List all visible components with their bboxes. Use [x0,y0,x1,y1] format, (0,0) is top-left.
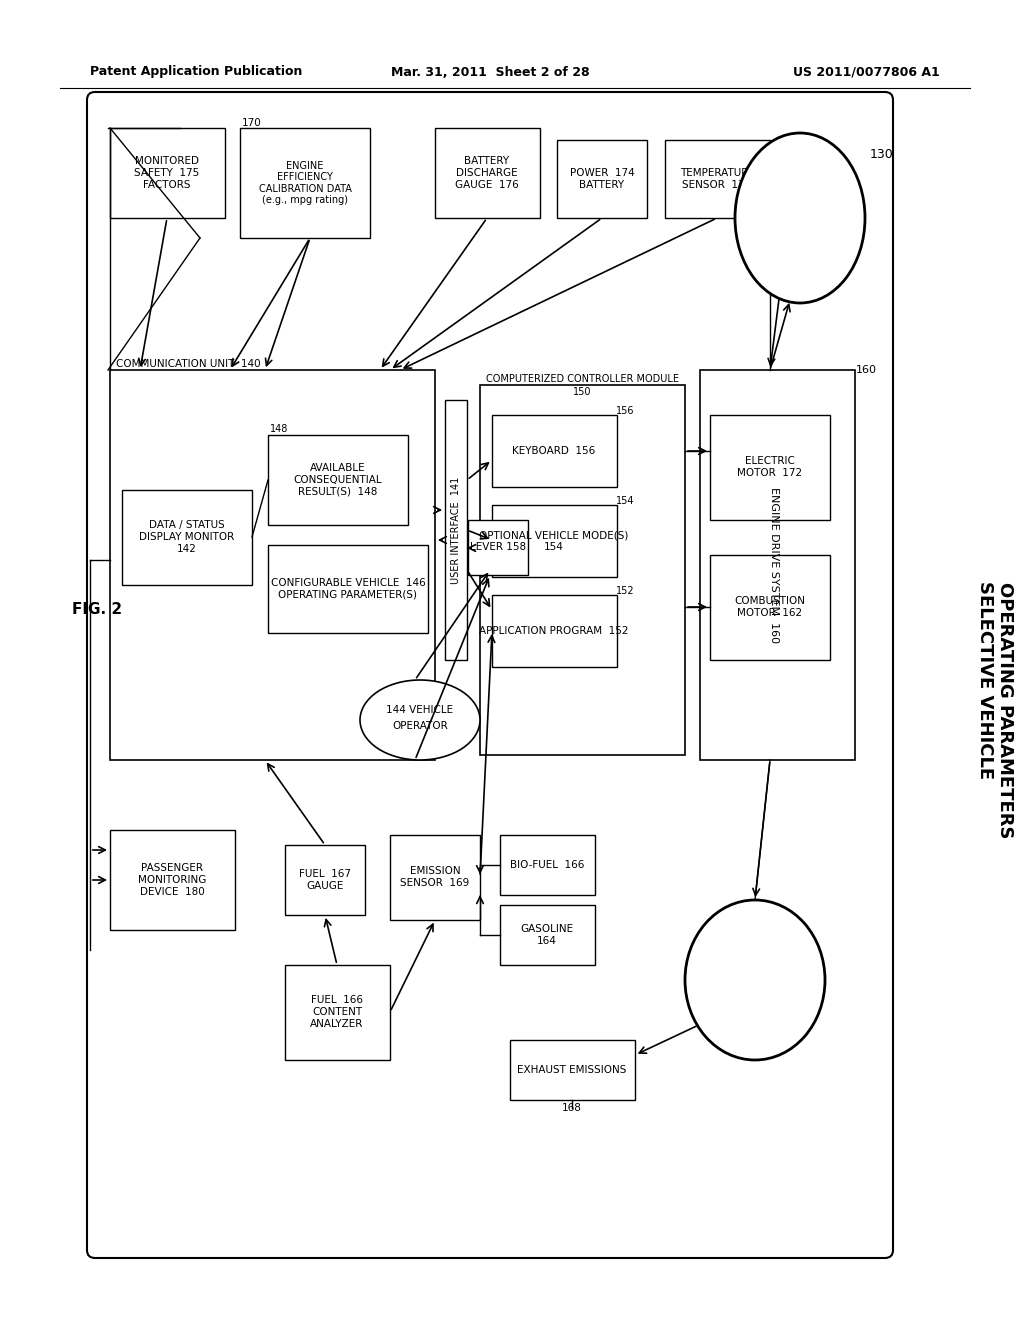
Text: US 2011/0077806 A1: US 2011/0077806 A1 [794,66,940,78]
Text: 150: 150 [572,387,591,397]
Bar [110,370,435,760]
FancyBboxPatch shape [87,92,893,1258]
Text: CONFIGURABLE VEHICLE  146
OPERATING PARAMETER(S): CONFIGURABLE VEHICLE 146 OPERATING PARAM… [270,578,425,599]
Text: PASSENGER
MONITORING
DEVICE  180: PASSENGER MONITORING DEVICE 180 [138,863,206,896]
Text: 160: 160 [856,366,877,375]
Text: 148: 148 [270,424,289,434]
Text: GASOLINE
164: GASOLINE 164 [520,924,573,946]
Bar [700,370,855,760]
Text: 170: 170 [242,117,262,128]
Text: MONITORED
SAFETY  175
FACTORS: MONITORED SAFETY 175 FACTORS [134,156,200,190]
Text: AVAILABLE
CONSEQUENTIAL
RESULT(S)  148: AVAILABLE CONSEQUENTIAL RESULT(S) 148 [294,463,382,496]
Text: POWER  174
BATTERY: POWER 174 BATTERY [569,168,635,190]
Bar [710,554,830,660]
Text: 130: 130 [870,149,894,161]
Ellipse shape [360,680,480,760]
Text: BIO-FUEL  166: BIO-FUEL 166 [510,861,584,870]
Bar [285,965,390,1060]
Text: SELECTIVE VEHICLE: SELECTIVE VEHICLE [976,581,994,779]
Text: FUEL  166
CONTENT
ANALYZER: FUEL 166 CONTENT ANALYZER [310,995,364,1028]
Bar [500,906,595,965]
Bar [445,400,467,660]
Text: 152: 152 [616,586,635,597]
Text: FUEL  167
GAUGE: FUEL 167 GAUGE [299,869,351,891]
Text: ENGINE
EFFICIENCY
CALIBRATION DATA
(e.g., mpg rating): ENGINE EFFICIENCY CALIBRATION DATA (e.g.… [259,161,351,206]
Bar [110,128,225,218]
Bar [480,385,685,755]
Text: OPTIONAL VEHICLE MODE(S)
154: OPTIONAL VEHICLE MODE(S) 154 [479,531,629,552]
Bar [710,414,830,520]
Bar [492,506,617,577]
Bar [390,836,480,920]
Text: ELECTRIC
MOTOR  172: ELECTRIC MOTOR 172 [737,457,803,478]
Text: TEMPERATURE
SENSOR  178: TEMPERATURE SENSOR 178 [680,168,755,190]
Bar [557,140,647,218]
Bar [510,1040,635,1100]
Bar [492,595,617,667]
Text: KEYBOARD  156: KEYBOARD 156 [512,446,596,455]
Text: APPLICATION PROGRAM  152: APPLICATION PROGRAM 152 [479,626,629,636]
Text: 154: 154 [616,496,635,506]
Text: COMPUTERIZED CONTROLLER MODULE: COMPUTERIZED CONTROLLER MODULE [485,374,679,384]
Text: ENGINE DRIVE SYSTEM  160: ENGINE DRIVE SYSTEM 160 [769,487,779,643]
Text: FIG. 2: FIG. 2 [72,602,122,618]
Bar [285,845,365,915]
Bar [268,436,408,525]
Bar [500,836,595,895]
Text: EMISSION
SENSOR  169: EMISSION SENSOR 169 [400,866,470,888]
Text: 168: 168 [562,1104,582,1113]
Ellipse shape [735,133,865,304]
Ellipse shape [685,900,825,1060]
Text: OPERATING PARAMETERS: OPERATING PARAMETERS [996,582,1014,838]
Text: EXHAUST EMISSIONS: EXHAUST EMISSIONS [517,1065,627,1074]
Bar [122,490,252,585]
Text: COMBUSTION
MOTOR  162: COMBUSTION MOTOR 162 [734,597,806,618]
Bar [492,414,617,487]
Text: USER INTERFACE  141: USER INTERFACE 141 [451,477,461,583]
Bar [665,140,770,218]
Bar [468,520,528,576]
Text: Patent Application Publication: Patent Application Publication [90,66,302,78]
Text: 144 VEHICLE: 144 VEHICLE [386,705,454,715]
Text: 156: 156 [616,407,635,416]
Text: BATTERY
DISCHARGE
GAUGE  176: BATTERY DISCHARGE GAUGE 176 [455,156,519,190]
Text: DATA / STATUS
DISPLAY MONITOR
142: DATA / STATUS DISPLAY MONITOR 142 [139,520,234,553]
Bar [240,128,370,238]
Bar [110,830,234,931]
Bar [268,545,428,634]
Text: Mar. 31, 2011  Sheet 2 of 28: Mar. 31, 2011 Sheet 2 of 28 [391,66,590,78]
Text: COMMUNICATION UNIT  140: COMMUNICATION UNIT 140 [116,359,261,370]
Text: LEVER 158: LEVER 158 [470,543,526,552]
Text: OPERATOR: OPERATOR [392,721,447,731]
Bar [435,128,540,218]
